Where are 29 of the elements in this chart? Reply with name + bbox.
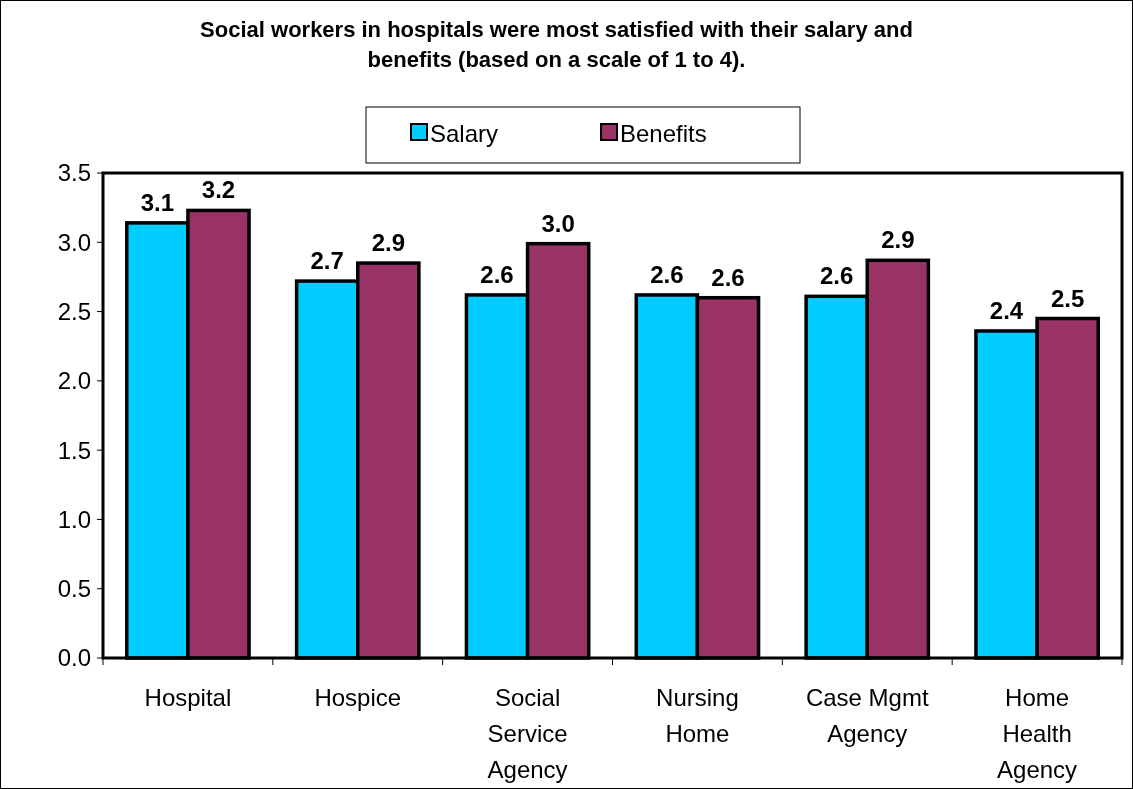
x-tick-label: Hospital [144,684,232,711]
y-tick-label: 2.0 [57,367,91,395]
y-tick-label: 1.5 [57,436,91,464]
y-tick-label: 0.0 [57,644,91,672]
x-tick-label: Hospice [314,684,402,711]
y-tick-label: 1.0 [57,505,91,533]
data-label: 2.6 [819,262,854,290]
data-label: 3.0 [541,209,575,237]
x-tick-label: Home Health Agency [997,684,1078,783]
x-tick-label: Nursing Home [656,684,739,747]
data-label: 2.4 [989,296,1024,324]
data-label: 2.6 [711,263,745,291]
data-label: 3.2 [201,176,236,204]
data-label: 2.5 [1050,284,1085,312]
y-tick-label: 2.5 [57,297,91,325]
data-label: 2.9 [371,229,406,257]
data-label: 2.6 [480,260,514,288]
legend-label: Benefits [620,120,707,147]
legend-label: Salary [430,120,499,147]
y-tick-label: 3.0 [57,228,91,256]
x-tick-label: Case Mgmt Agency [805,684,929,747]
data-label: 2.6 [650,260,684,288]
y-tick-label: 0.5 [57,575,91,603]
data-label: 3.1 [140,188,175,216]
chart-title: Social workers in hospitals were most satisfied with their salary and benefits (based on a scale of 1 to 4). [200,17,913,72]
data-label: 2.7 [310,247,344,275]
data-label: 2.9 [881,226,915,254]
x-tick-label: Social Service Agency [487,684,568,783]
y-tick-label: 3.5 [57,159,91,187]
